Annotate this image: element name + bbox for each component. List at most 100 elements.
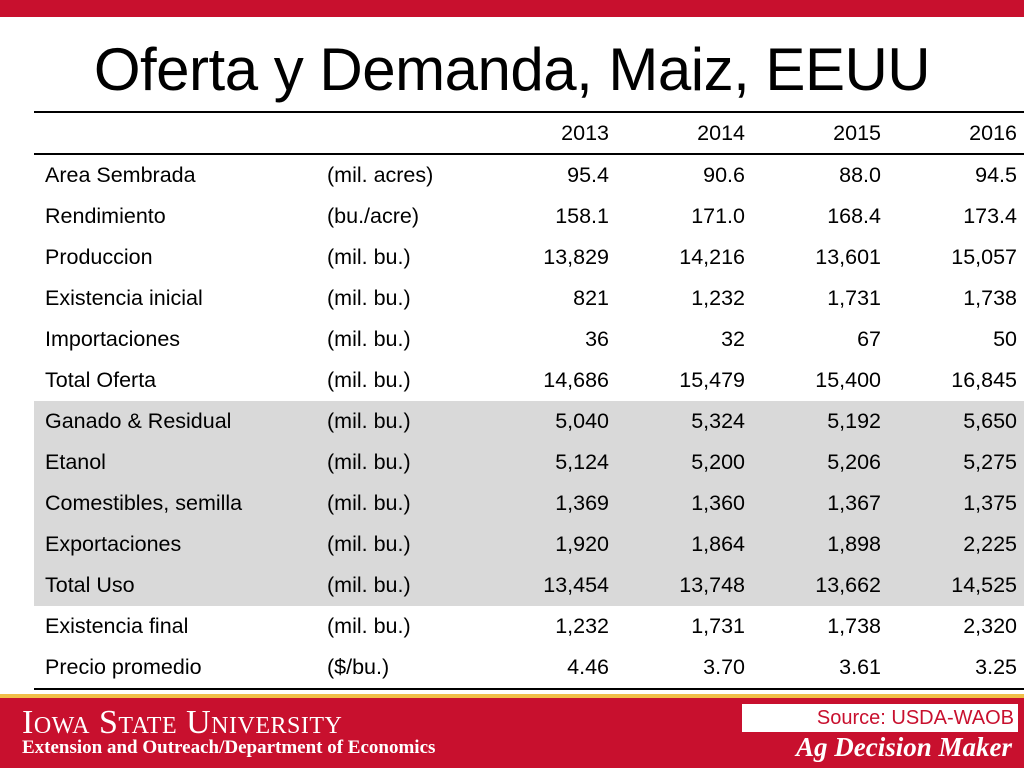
row-value: 13,601 [815, 245, 881, 269]
row-value: 14,525 [891, 565, 1024, 606]
row-unit: (mil. bu.) [316, 483, 483, 524]
table-body: Area Sembrada (mil. acres) 95.4 90.6 88.… [34, 154, 1024, 689]
university-wordmark: Iowa State University [22, 704, 343, 741]
row-name: Exportaciones [34, 524, 316, 565]
row-value: 5,324 [619, 401, 755, 442]
row-unit: (mil. bu.) [327, 245, 411, 269]
table-row: Total Uso (mil. bu.) 13,454 13,748 13,66… [34, 565, 1024, 606]
row-value: 1,232 [555, 614, 609, 638]
row-value: 94.5 [975, 163, 1017, 187]
row-value: 3.61 [839, 655, 881, 679]
table-row: Total Oferta (mil. bu.) 14,686 15,479 15… [34, 360, 1024, 401]
row-value: 13,454 [483, 565, 619, 606]
row-name: Ganado & Residual [34, 401, 316, 442]
row-value: 16,845 [951, 368, 1017, 392]
row-value: 5,200 [619, 442, 755, 483]
row-value: 14,216 [679, 245, 745, 269]
row-value: 4.46 [567, 655, 609, 679]
row-value: 13,662 [755, 565, 891, 606]
row-unit: (mil. bu.) [327, 327, 411, 351]
row-name: Rendimiento [45, 204, 166, 228]
row-value: 5,040 [483, 401, 619, 442]
row-value: 821 [573, 286, 609, 310]
row-value: 171.0 [691, 204, 745, 228]
row-name: Total Oferta [45, 368, 157, 392]
row-value: 173.4 [963, 204, 1017, 228]
row-value: 1,731 [691, 614, 745, 638]
header-year-2013: 2013 [561, 120, 609, 145]
row-name: Comestibles, semilla [34, 483, 316, 524]
row-name: Existencia inicial [45, 286, 203, 310]
row-name: Existencia final [45, 614, 189, 638]
table-row: Precio promedio ($/bu.) 4.46 3.70 3.61 3… [34, 647, 1024, 689]
row-value: 1,232 [691, 286, 745, 310]
row-unit: (mil. acres) [327, 163, 434, 187]
row-value: 168.4 [827, 204, 881, 228]
source-note: Source: USDA-WAOB [816, 707, 1014, 729]
row-value: 88.0 [839, 163, 881, 187]
row-value: 15,400 [815, 368, 881, 392]
row-value: 14,686 [543, 368, 609, 392]
row-value: 3.70 [703, 655, 745, 679]
row-unit: (mil. bu.) [316, 565, 483, 606]
row-value: 15,057 [951, 245, 1017, 269]
row-value: 5,124 [483, 442, 619, 483]
table-row: Etanol (mil. bu.) 5,124 5,200 5,206 5,27… [34, 442, 1024, 483]
footer-gold-line [0, 694, 1024, 698]
row-name: Precio promedio [45, 655, 202, 679]
row-name: Produccion [45, 245, 153, 269]
row-unit: (mil. bu.) [327, 368, 411, 392]
row-value: 1,864 [619, 524, 755, 565]
row-value: 1,738 [827, 614, 881, 638]
row-value: 5,650 [891, 401, 1024, 442]
row-value: 5,192 [755, 401, 891, 442]
slide-title: Oferta y Demanda, Maiz, EEUU [93, 36, 931, 103]
row-value: 1,360 [619, 483, 755, 524]
header-year-2014: 2014 [697, 120, 745, 145]
header-unit-cell [316, 112, 483, 154]
department-name: Extension and Outreach/Department of Eco… [22, 737, 436, 758]
row-value: 36 [585, 327, 609, 351]
table-row: Existencia final (mil. bu.) 1,232 1,731 … [34, 606, 1024, 647]
row-value: 67 [857, 327, 881, 351]
row-value: 2,320 [963, 614, 1017, 638]
supply-demand-table-container: 2013 2014 2015 2016 Area Sembrada (mil. … [34, 111, 1024, 690]
row-value: 5,206 [755, 442, 891, 483]
header-year-2015: 2015 [833, 120, 881, 145]
table-row: Importaciones (mil. bu.) 36 32 67 50 [34, 319, 1024, 360]
row-value: 3.25 [975, 655, 1017, 679]
supply-demand-table: 2013 2014 2015 2016 Area Sembrada (mil. … [34, 111, 1024, 690]
row-value: 1,920 [483, 524, 619, 565]
brand-ag-decision-maker: Ag Decision Maker [796, 732, 1012, 762]
row-value: 2,225 [891, 524, 1024, 565]
row-value: 1,369 [483, 483, 619, 524]
row-name: Total Uso [34, 565, 316, 606]
table-row: Produccion (mil. bu.) 13,829 14,216 13,6… [34, 237, 1024, 278]
table-row: Area Sembrada (mil. acres) 95.4 90.6 88.… [34, 154, 1024, 196]
row-unit: (mil. bu.) [316, 401, 483, 442]
row-value: 1,898 [755, 524, 891, 565]
row-value: 1,375 [891, 483, 1024, 524]
row-value: 1,731 [827, 286, 881, 310]
row-value: 13,829 [543, 245, 609, 269]
row-unit: ($/bu.) [327, 655, 390, 679]
row-value: 5,275 [891, 442, 1024, 483]
row-value: 90.6 [703, 163, 745, 187]
row-value: 50 [993, 327, 1017, 351]
table-row: Ganado & Residual (mil. bu.) 5,040 5,324… [34, 401, 1024, 442]
header-year-2016: 2016 [969, 120, 1017, 145]
row-value: 15,479 [679, 368, 745, 392]
source-box [742, 704, 1018, 732]
row-value: 95.4 [567, 163, 609, 187]
footer-bar: Iowa State University Extension and Outr… [0, 694, 1024, 768]
row-value: 13,748 [619, 565, 755, 606]
row-value: 1,367 [755, 483, 891, 524]
row-unit: (mil. bu.) [327, 614, 411, 638]
row-name: Importaciones [45, 327, 181, 351]
row-value: 158.1 [555, 204, 609, 228]
row-unit: (mil. bu.) [316, 524, 483, 565]
table-row: Rendimiento (bu./acre) 158.1 171.0 168.4… [34, 196, 1024, 237]
table-row: Exportaciones (mil. bu.) 1,920 1,864 1,8… [34, 524, 1024, 565]
table-header-row: 2013 2014 2015 2016 [34, 112, 1024, 154]
table-row: Existencia inicial (mil. bu.) 821 1,232 … [34, 278, 1024, 319]
